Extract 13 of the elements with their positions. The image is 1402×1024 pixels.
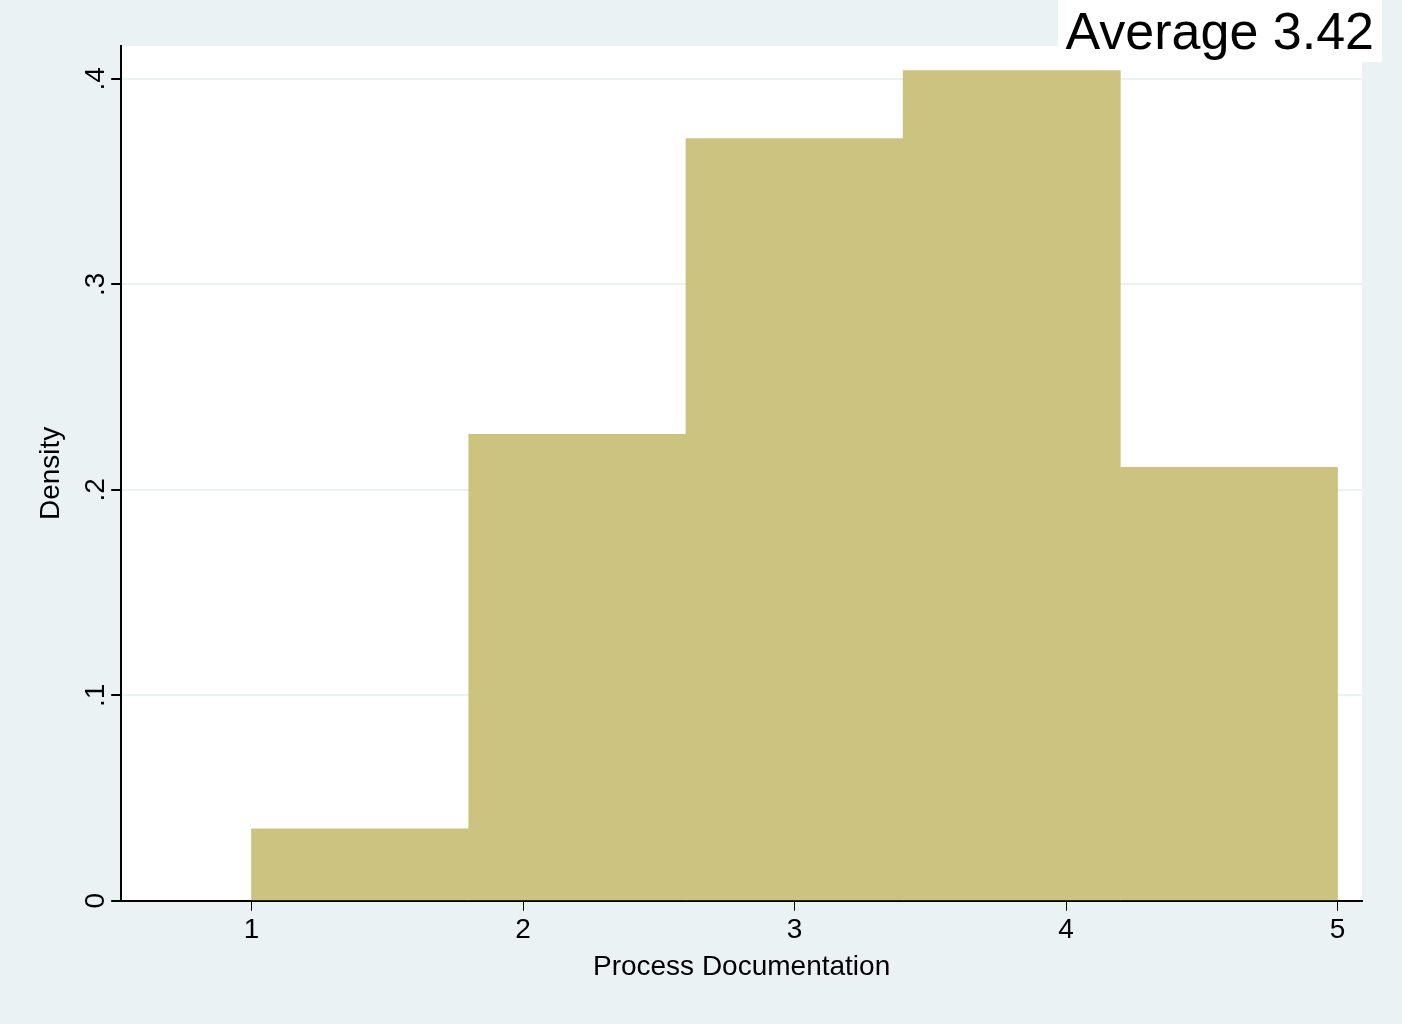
y-tick-label: .4 — [79, 67, 111, 91]
annotation: Average 3.42 — [1057, 0, 1382, 62]
x-tick-label: 4 — [1058, 913, 1074, 945]
x-tick-label: 1 — [243, 913, 260, 945]
x-tick-label: 2 — [515, 913, 531, 945]
x-tick-label: 5 — [1329, 913, 1346, 945]
y-axis-title: Density — [33, 426, 65, 521]
y-tick-label: .3 — [79, 272, 111, 297]
y-tick-label: 0 — [79, 893, 111, 909]
x-tick-label: 3 — [786, 913, 803, 945]
x-axis-title: Process Documentation — [592, 949, 891, 981]
y-tick-label: .2 — [79, 478, 111, 502]
y-tick-label: .1 — [79, 683, 111, 707]
